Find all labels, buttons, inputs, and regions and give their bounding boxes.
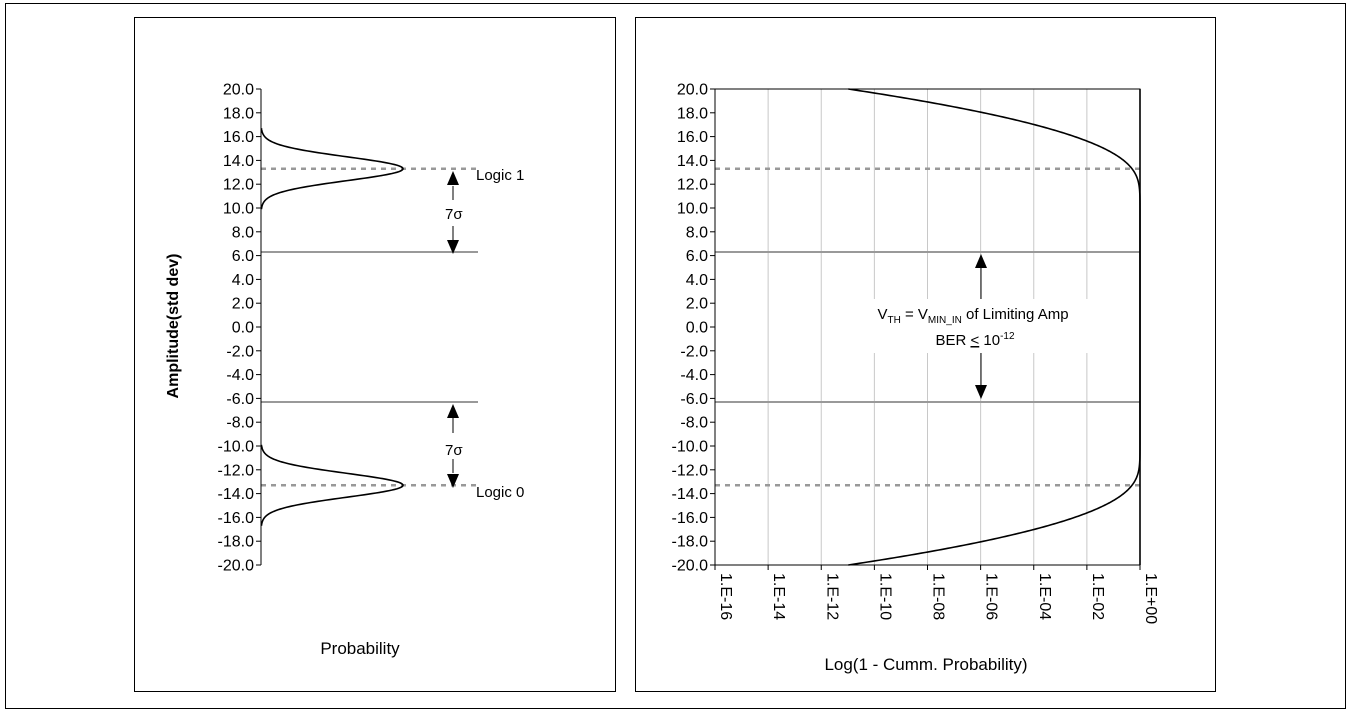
sigma-lower-label: 7σ — [445, 442, 463, 459]
left-y-tick-labels: 20.0 18.0 16.0 14.0 12.0 10.0 8.0 6.0 4.0 2.0 0.0 -… — [218, 82, 255, 575]
right-y-tick-label: 18.0 — [677, 105, 708, 122]
left-chart-panel: 20.0 18.0 16.0 14.0 12.0 10.0 8.0 6.0 4.0 2.0 0.0 -… — [134, 17, 616, 692]
left-y-tick-label: -12.0 — [218, 462, 255, 479]
left-y-tick-label: -18.0 — [218, 534, 255, 551]
right-y-tick-label: -4.0 — [680, 367, 708, 384]
left-y-tick-label: 6.0 — [232, 248, 254, 265]
right-x-tick-label: 1.E-14 — [770, 573, 787, 620]
right-y-tick-label: -10.0 — [672, 439, 709, 456]
left-y-tick-label: 2.0 — [232, 296, 254, 313]
left-y-tick-label: -14.0 — [218, 486, 255, 503]
right-x-tick-label: 1.E-12 — [823, 573, 840, 620]
left-y-tick-label: 0.0 — [232, 320, 254, 337]
right-y-tick-label: -2.0 — [680, 343, 708, 360]
right-chart-panel: 20.0 18.0 16.0 14.0 12.0 10.0 8.0 6.0 4.0 2.0 0.0 -… — [635, 17, 1216, 692]
outer-frame — [5, 3, 1346, 709]
sigma-lower-arrow-top-head — [447, 404, 459, 418]
right-y-tick-label: 6.0 — [686, 248, 708, 265]
left-y-tick-label: 16.0 — [223, 129, 254, 146]
sigma-upper-arrow-top-head — [447, 171, 459, 185]
left-arrows — [447, 171, 459, 488]
right-x-tick-label: 1.E-08 — [930, 573, 947, 620]
ber-annotation: BER < 10-12 — [935, 331, 1015, 349]
logic-1-pdf-curve — [260, 128, 404, 210]
threshold-lower-arrow-head — [975, 385, 987, 399]
left-pdf-curves — [260, 128, 404, 526]
sigma-lower-arrow-bottom-head — [447, 474, 459, 488]
right-y-tick-label: -6.0 — [680, 391, 708, 408]
logic-0-pdf-curve — [260, 444, 404, 526]
sigma-upper-arrow-bottom-head — [447, 240, 459, 254]
right-y-tick-label: -20.0 — [672, 558, 709, 575]
right-x-tick-label: 1.E-06 — [983, 573, 1000, 620]
left-y-tick-label: -16.0 — [218, 510, 255, 527]
left-panel-border — [134, 17, 616, 692]
right-y-tick-label: -16.0 — [672, 510, 709, 527]
right-y-tick-label: -8.0 — [680, 415, 708, 432]
right-x-tick-label: 1.E-04 — [1036, 573, 1053, 620]
left-y-axis — [256, 88, 262, 566]
right-x-tick-labels: 1.E-16 1.E-14 1.E-12 1.E-10 1.E-08 1.E-06 1.E-… — [714, 565, 1159, 624]
left-y-tick-label: 14.0 — [223, 153, 254, 170]
left-y-tick-label: 8.0 — [232, 224, 254, 241]
left-y-tick-label: 10.0 — [223, 201, 254, 218]
left-y-tick-label: -4.0 — [226, 367, 254, 384]
right-y-tick-label: -18.0 — [672, 534, 709, 551]
right-y-tick-label: 0.0 — [686, 320, 708, 337]
vth-annotation: VTH = VMIN_IN of Limiting Amp — [877, 306, 1068, 326]
left-y-axis-label: Amplitude(std dev) — [165, 254, 182, 399]
right-y-tick-label: 8.0 — [686, 224, 708, 241]
left-y-tick-label: -2.0 — [226, 343, 254, 360]
threshold-upper-arrow-head — [975, 254, 987, 268]
left-y-tick-label: -10.0 — [218, 439, 255, 456]
right-y-tick-label: 2.0 — [686, 296, 708, 313]
right-x-tick-label: 1.E-10 — [876, 573, 893, 620]
right-y-tick-label: 20.0 — [677, 82, 708, 99]
right-x-axis-label: Log(1 - Cumm. Probability) — [824, 655, 1027, 674]
right-reference-lines — [715, 167, 1140, 487]
right-x-tick-label: 1.E+00 — [1142, 573, 1159, 624]
left-y-tick-label: 4.0 — [232, 272, 254, 289]
logic-1-label: Logic 1 — [476, 167, 524, 184]
right-y-tick-labels: 20.0 18.0 16.0 14.0 12.0 10.0 8.0 6.0 4.0 2.0 0.0 -… — [672, 82, 709, 575]
right-arrows — [975, 254, 987, 399]
right-y-tick-label: 16.0 — [677, 129, 708, 146]
right-y-tick-label: 10.0 — [677, 201, 708, 218]
left-y-tick-label: 18.0 — [223, 105, 254, 122]
left-y-tick-label: 12.0 — [223, 177, 254, 194]
left-y-tick-label: -6.0 — [226, 391, 254, 408]
left-y-tick-label: -20.0 — [218, 558, 255, 575]
logic-0-label: Logic 0 — [476, 484, 524, 501]
right-x-tick-label: 1.E-02 — [1089, 573, 1106, 620]
right-y-tick-label: -14.0 — [672, 486, 709, 503]
left-y-tick-label: 20.0 — [223, 82, 254, 99]
right-x-tick-label: 1.E-16 — [717, 573, 734, 620]
left-y-tick-label: -8.0 — [226, 415, 254, 432]
right-y-tick-label: 14.0 — [677, 153, 708, 170]
left-reference-lines — [261, 167, 478, 487]
sigma-upper-label: 7σ — [445, 206, 463, 223]
right-panel-border — [635, 17, 1216, 692]
right-y-tick-label: -12.0 — [672, 462, 709, 479]
left-x-axis-label: Probability — [320, 639, 400, 658]
annotation-background — [842, 299, 1104, 353]
right-y-tick-label: 4.0 — [686, 272, 708, 289]
right-y-tick-label: 12.0 — [677, 177, 708, 194]
